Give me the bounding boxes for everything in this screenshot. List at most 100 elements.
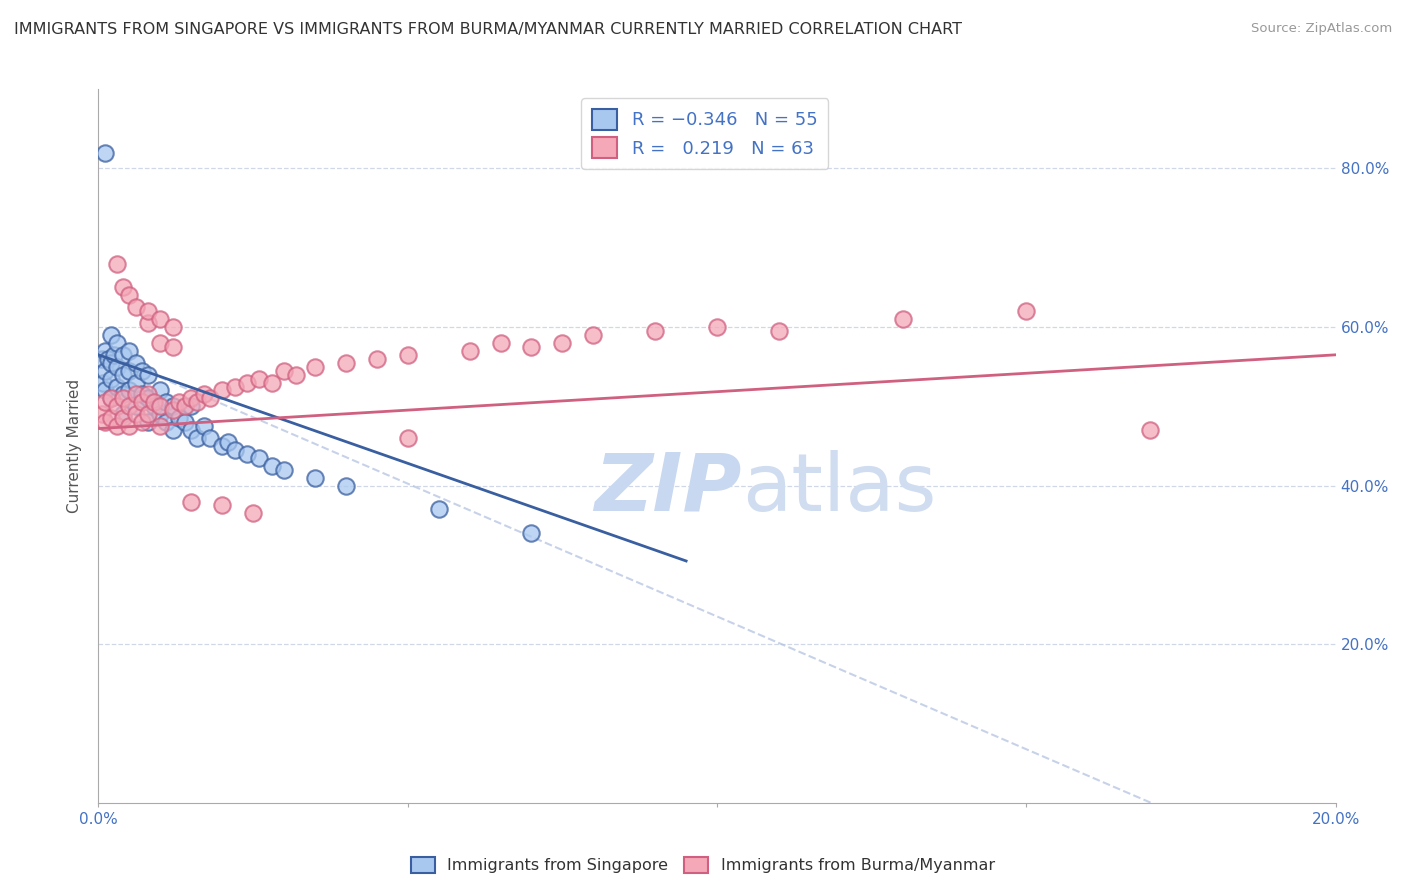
Point [162, 340, 184, 354]
Point [93, 415, 115, 429]
Point [224, 442, 246, 457]
Point [93, 395, 115, 409]
Point [105, 400, 128, 414]
Point [242, 507, 264, 521]
Point [427, 502, 450, 516]
Point [155, 415, 177, 429]
Point [118, 384, 141, 398]
Point [304, 359, 326, 374]
Point [93, 343, 115, 358]
Point [105, 359, 128, 374]
Point [180, 400, 202, 414]
Point [93, 376, 115, 390]
Text: Source: ZipAtlas.com: Source: ZipAtlas.com [1251, 22, 1392, 36]
Point [90, 407, 112, 421]
Point [149, 335, 172, 350]
Point [118, 419, 141, 434]
Point [396, 348, 419, 362]
Point [124, 300, 146, 314]
Point [211, 439, 233, 453]
Point [180, 494, 202, 508]
Point [162, 403, 184, 417]
Point [1015, 304, 1038, 318]
Point [100, 328, 122, 343]
Point [174, 415, 197, 429]
Y-axis label: Currently Married: Currently Married [67, 379, 83, 513]
Point [112, 280, 135, 294]
Point [112, 392, 135, 406]
Point [193, 387, 215, 401]
Point [100, 392, 122, 406]
Point [105, 379, 128, 393]
Point [180, 423, 202, 437]
Point [247, 450, 270, 465]
Point [149, 400, 172, 414]
Text: atlas: atlas [742, 450, 936, 528]
Point [100, 371, 122, 385]
Point [167, 395, 190, 409]
Point [285, 368, 308, 382]
Point [100, 411, 122, 425]
Point [112, 387, 135, 401]
Point [118, 288, 141, 302]
Point [100, 392, 122, 406]
Point [118, 400, 141, 414]
Point [136, 392, 159, 406]
Point [247, 371, 270, 385]
Point [273, 463, 295, 477]
Point [103, 348, 125, 362]
Point [105, 335, 128, 350]
Legend: Immigrants from Singapore, Immigrants from Burma/Myanmar: Immigrants from Singapore, Immigrants fr… [405, 850, 1001, 880]
Point [458, 343, 481, 358]
Point [118, 343, 141, 358]
Point [162, 423, 184, 437]
Point [335, 478, 357, 492]
Point [211, 384, 233, 398]
Point [186, 431, 208, 445]
Point [155, 395, 177, 409]
Point [136, 387, 159, 401]
Point [149, 312, 172, 326]
Point [706, 320, 728, 334]
Point [366, 351, 388, 366]
Point [1139, 423, 1161, 437]
Point [149, 407, 172, 421]
Point [112, 368, 135, 382]
Point [644, 324, 666, 338]
Point [93, 384, 115, 398]
Point [149, 384, 172, 398]
Point [162, 320, 184, 334]
Point [224, 379, 246, 393]
Text: IMMIGRANTS FROM SINGAPORE VS IMMIGRANTS FROM BURMA/MYANMAR CURRENTLY MARRIED COR: IMMIGRANTS FROM SINGAPORE VS IMMIGRANTS … [14, 22, 962, 37]
Point [180, 392, 202, 406]
Point [131, 364, 153, 378]
Point [304, 471, 326, 485]
Point [118, 364, 141, 378]
Point [396, 431, 419, 445]
Point [90, 351, 112, 366]
Point [124, 387, 146, 401]
Point [260, 458, 283, 473]
Point [335, 356, 357, 370]
Point [112, 411, 135, 425]
Point [217, 435, 239, 450]
Point [131, 415, 153, 429]
Point [136, 415, 159, 429]
Point [100, 356, 122, 370]
Point [124, 400, 146, 414]
Point [105, 257, 128, 271]
Point [136, 304, 159, 318]
Text: ZIP: ZIP [595, 450, 742, 528]
Point [891, 312, 914, 326]
Point [236, 376, 259, 390]
Point [136, 316, 159, 330]
Point [93, 145, 115, 160]
Legend: R = −0.346   N = 55, R =   0.219   N = 63: R = −0.346 N = 55, R = 0.219 N = 63 [581, 98, 828, 169]
Point [520, 526, 543, 541]
Point [211, 499, 233, 513]
Point [112, 407, 135, 421]
Point [97, 351, 120, 366]
Point [105, 419, 128, 434]
Point [136, 407, 159, 421]
Point [143, 400, 166, 414]
